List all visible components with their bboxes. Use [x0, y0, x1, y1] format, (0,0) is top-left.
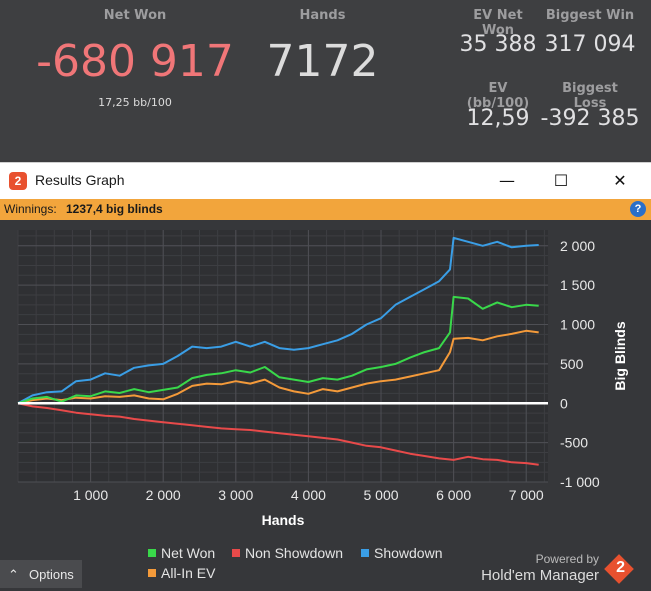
x-axis-label: Hands — [262, 512, 305, 528]
ev-bb100-label: EV (bb/100) — [466, 81, 530, 111]
y-tick-label: 500 — [560, 356, 584, 372]
legend-swatch — [232, 549, 240, 557]
hm2-logo-text: 2 — [616, 559, 625, 576]
powered-by-text: Powered by — [535, 552, 599, 566]
biggest-loss-label: Biggest Loss — [562, 81, 618, 111]
series-line-net-won — [17, 295, 539, 405]
minimize-button[interactable]: — — [499, 171, 515, 190]
results-graph-window: 2 Results Graph — ☐ ✕ Winnings: 1237,4 b… — [0, 162, 651, 591]
chart-grid — [17, 230, 548, 483]
series-line-showdown — [17, 236, 539, 405]
legend-label: Non Showdown — [245, 545, 344, 561]
plot-area — [18, 230, 548, 482]
hm2-app-icon: 2 — [9, 172, 27, 190]
x-tick-label: 6 000 — [436, 487, 471, 503]
legend-swatch — [148, 569, 156, 577]
brand-block: Powered by Hold'em Manager 2 — [473, 552, 634, 588]
legend-non-showdown[interactable]: Non Showdown — [232, 545, 343, 561]
ev-net-won-value: 35 388 — [459, 32, 537, 57]
legend-label: Net Won — [161, 545, 216, 561]
x-tick-label: 4 000 — [291, 487, 326, 503]
window-title: Results Graph — [35, 172, 125, 188]
biggest-loss-value: -392 385 — [540, 106, 640, 131]
legend-swatch — [148, 549, 156, 557]
y-tick-label: -1 000 — [560, 474, 600, 490]
chevron-up-icon: ⌃ — [8, 567, 19, 582]
help-icon[interactable]: ? — [630, 201, 646, 217]
series-line-all-in-ev — [17, 329, 539, 405]
y-tick-label: 1 500 — [560, 277, 595, 293]
legend-label: Showdown — [374, 545, 443, 561]
y-axis-label: Big Blinds — [612, 321, 628, 390]
stats-panel: Net Won -680 917 17,25 bb/100 Hands 7172… — [0, 0, 651, 160]
x-tick-label: 5 000 — [363, 487, 398, 503]
chart-series — [17, 236, 548, 466]
x-tick-labels: 1 000 2 000 3 000 4 000 5 000 6 000 7 000 — [73, 487, 544, 503]
net-won-label: Net Won — [103, 8, 167, 23]
net-won-value: -680 917 — [36, 36, 234, 87]
legend-net-won[interactable]: Net Won — [148, 545, 215, 561]
close-button[interactable]: ✕ — [613, 171, 627, 190]
legend-showdown[interactable]: Showdown — [361, 545, 443, 561]
hands-label: Hands — [299, 8, 346, 23]
series-line-non-showdown — [17, 402, 539, 466]
options-label: Options — [29, 567, 74, 582]
biggest-win-label: Biggest Win — [545, 8, 635, 23]
ev-net-won-label: EV Net Won — [473, 8, 523, 38]
legend-label: All-In EV — [161, 565, 216, 581]
x-tick-label: 7 000 — [509, 487, 544, 503]
x-tick-label: 2 000 — [146, 487, 181, 503]
y-tick-label: -500 — [560, 435, 588, 451]
brand-name: Hold'em Manager — [481, 567, 599, 584]
y-tick-labels: 2 000 1 500 1 000 500 0 -500 -1 000 — [560, 238, 600, 490]
y-tick-label: 2 000 — [560, 238, 595, 254]
winnings-bar: Winnings: 1237,4 big blinds ? — [0, 199, 651, 220]
x-tick-label: 3 000 — [218, 487, 253, 503]
title-bar[interactable]: 2 Results Graph — ☐ ✕ — [0, 162, 651, 199]
y-tick-label: 1 000 — [560, 317, 595, 333]
legend-swatch — [361, 549, 369, 557]
maximize-button[interactable]: ☐ — [553, 171, 569, 190]
y-tick-label: 0 — [560, 395, 568, 411]
options-button[interactable]: ⌃ Options — [0, 560, 82, 588]
hands-value: 7172 — [266, 36, 379, 87]
net-won-bb100: 17,25 bb/100 — [98, 96, 172, 109]
winnings-value: 1237,4 big blinds — [66, 202, 163, 216]
winnings-label: Winnings: — [4, 202, 57, 216]
legend-all-in-ev[interactable]: All-In EV — [148, 565, 215, 581]
ev-bb100-value: 12,59 — [466, 106, 530, 131]
biggest-win-value: 317 094 — [544, 32, 636, 57]
x-tick-label: 1 000 — [73, 487, 108, 503]
